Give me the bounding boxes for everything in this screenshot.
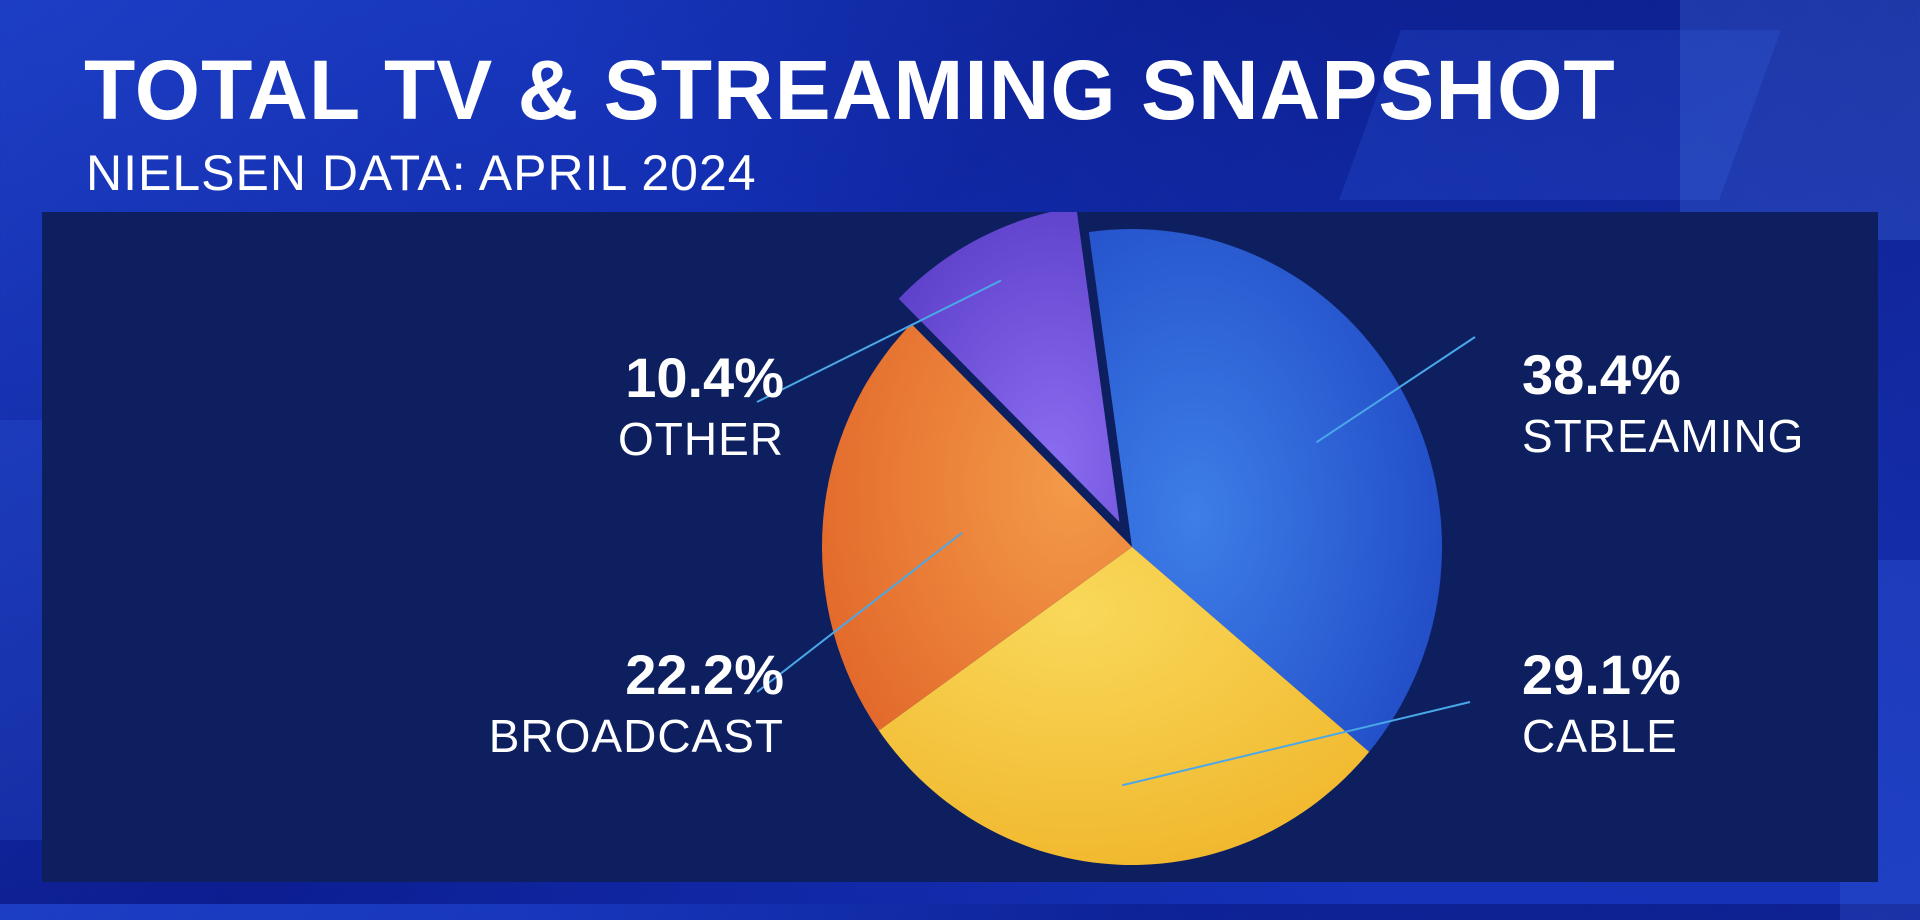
leader-line-other (756, 279, 1002, 403)
pie-chart (756, 212, 1476, 866)
pie-slice-streaming (1088, 229, 1442, 752)
slice-category-label: CABLE (1522, 710, 1678, 762)
label-other: 10.4% OTHER (454, 346, 784, 465)
label-streaming: 38.4% STREAMING (1522, 343, 1805, 462)
slice-value-label: 29.1% (1522, 643, 1681, 706)
chart-subtitle: NIELSEN DATA: APRIL 2024 (86, 145, 757, 201)
label-broadcast: 22.2% BROADCAST (354, 643, 784, 762)
pie-slice-cable (878, 547, 1370, 866)
slice-value-label: 22.2% (625, 643, 784, 706)
leader-line-broadcast (756, 531, 963, 693)
chart-panel: 10.4% OTHER 22.2% BROADCAST 38.4% STREAM… (42, 212, 1878, 882)
label-cable: 29.1% CABLE (1522, 643, 1681, 762)
pie-slice-other (898, 212, 1120, 522)
slice-category-label: STREAMING (1522, 410, 1805, 462)
slice-category-label: OTHER (618, 413, 784, 465)
pie-slice-broadcast (822, 323, 1132, 731)
leader-line-cable (1121, 701, 1471, 787)
slice-value-label: 38.4% (1522, 343, 1681, 406)
slice-category-label: BROADCAST (488, 710, 784, 762)
slice-value-label: 10.4% (625, 346, 784, 409)
leader-line-streaming (1315, 336, 1476, 444)
background-shape (1680, 0, 1920, 240)
chart-title: TOTAL TV & STREAMING SNAPSHOT (84, 43, 1616, 137)
